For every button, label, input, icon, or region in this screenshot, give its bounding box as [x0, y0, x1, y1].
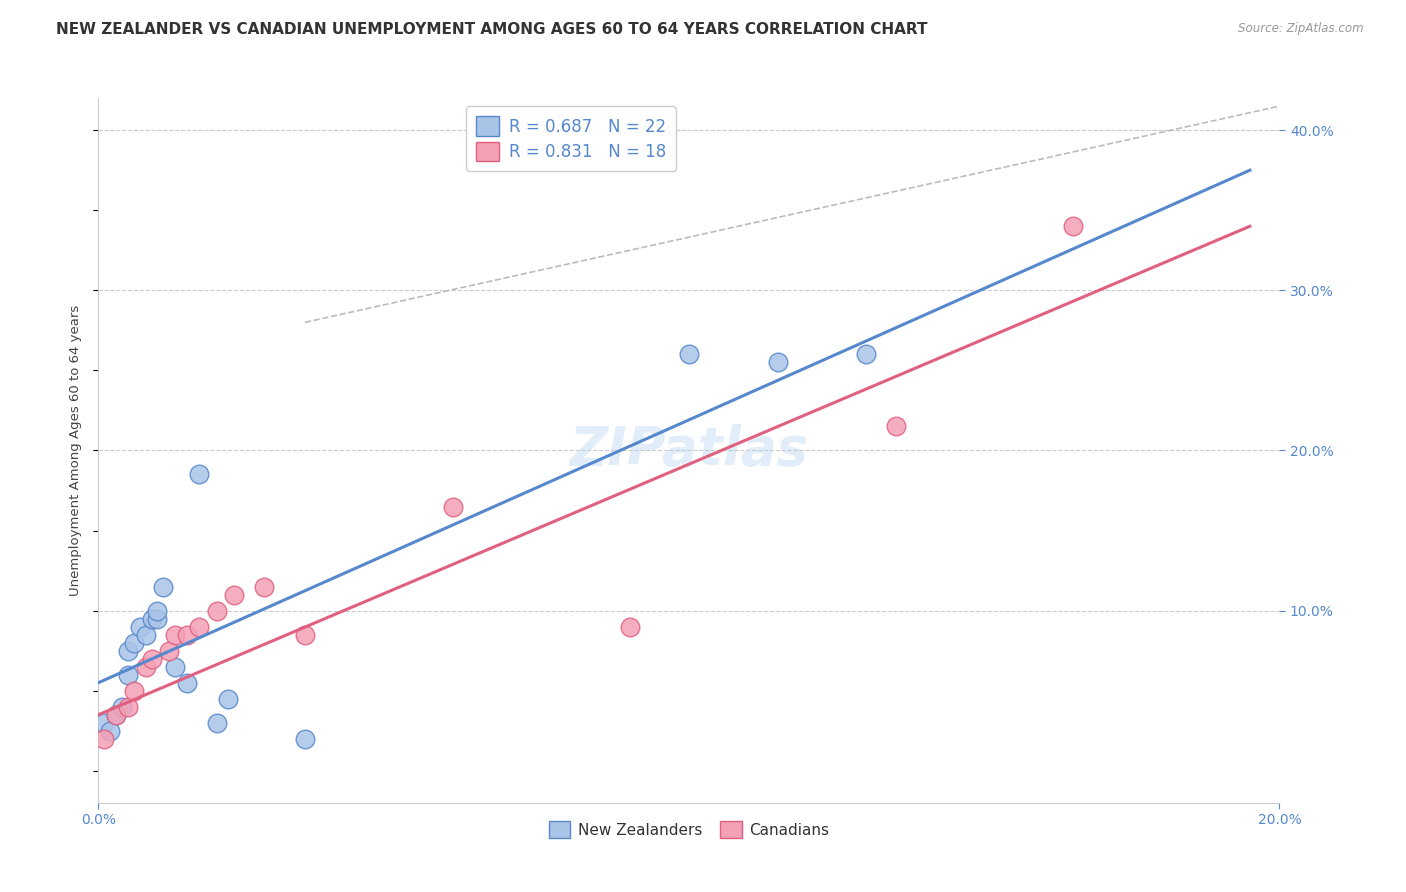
Text: NEW ZEALANDER VS CANADIAN UNEMPLOYMENT AMONG AGES 60 TO 64 YEARS CORRELATION CHA: NEW ZEALANDER VS CANADIAN UNEMPLOYMENT A…	[56, 22, 928, 37]
Point	[205, 604, 228, 618]
Point	[98, 723, 121, 738]
Point	[117, 667, 139, 681]
Legend: New Zealanders, Canadians: New Zealanders, Canadians	[543, 814, 835, 845]
Point	[111, 699, 134, 714]
Point	[619, 619, 641, 633]
Point	[766, 355, 789, 369]
Point	[224, 588, 246, 602]
Point	[187, 467, 209, 482]
Point	[187, 619, 209, 633]
Point	[441, 500, 464, 514]
Point	[152, 580, 174, 594]
Text: Source: ZipAtlas.com: Source: ZipAtlas.com	[1239, 22, 1364, 36]
Text: ZIPatlas: ZIPatlas	[569, 425, 808, 476]
Point	[117, 699, 139, 714]
Point	[146, 612, 169, 626]
Point	[176, 675, 198, 690]
Point	[122, 635, 145, 649]
Point	[678, 347, 700, 361]
Point	[157, 643, 180, 657]
Point	[146, 604, 169, 618]
Point	[253, 580, 276, 594]
Point	[93, 715, 115, 730]
Point	[93, 731, 115, 746]
Point	[855, 347, 877, 361]
Point	[122, 683, 145, 698]
Point	[884, 419, 907, 434]
Point	[217, 691, 239, 706]
Point	[165, 627, 187, 641]
Point	[135, 659, 157, 673]
Point	[165, 659, 187, 673]
Point	[105, 707, 128, 722]
Point	[1062, 219, 1084, 234]
Point	[141, 651, 163, 665]
Point	[141, 612, 163, 626]
Point	[128, 619, 150, 633]
Y-axis label: Unemployment Among Ages 60 to 64 years: Unemployment Among Ages 60 to 64 years	[69, 305, 83, 596]
Point	[294, 731, 316, 746]
Point	[205, 715, 228, 730]
Point	[105, 707, 128, 722]
Point	[176, 627, 198, 641]
Point	[117, 643, 139, 657]
Point	[135, 627, 157, 641]
Point	[294, 627, 316, 641]
